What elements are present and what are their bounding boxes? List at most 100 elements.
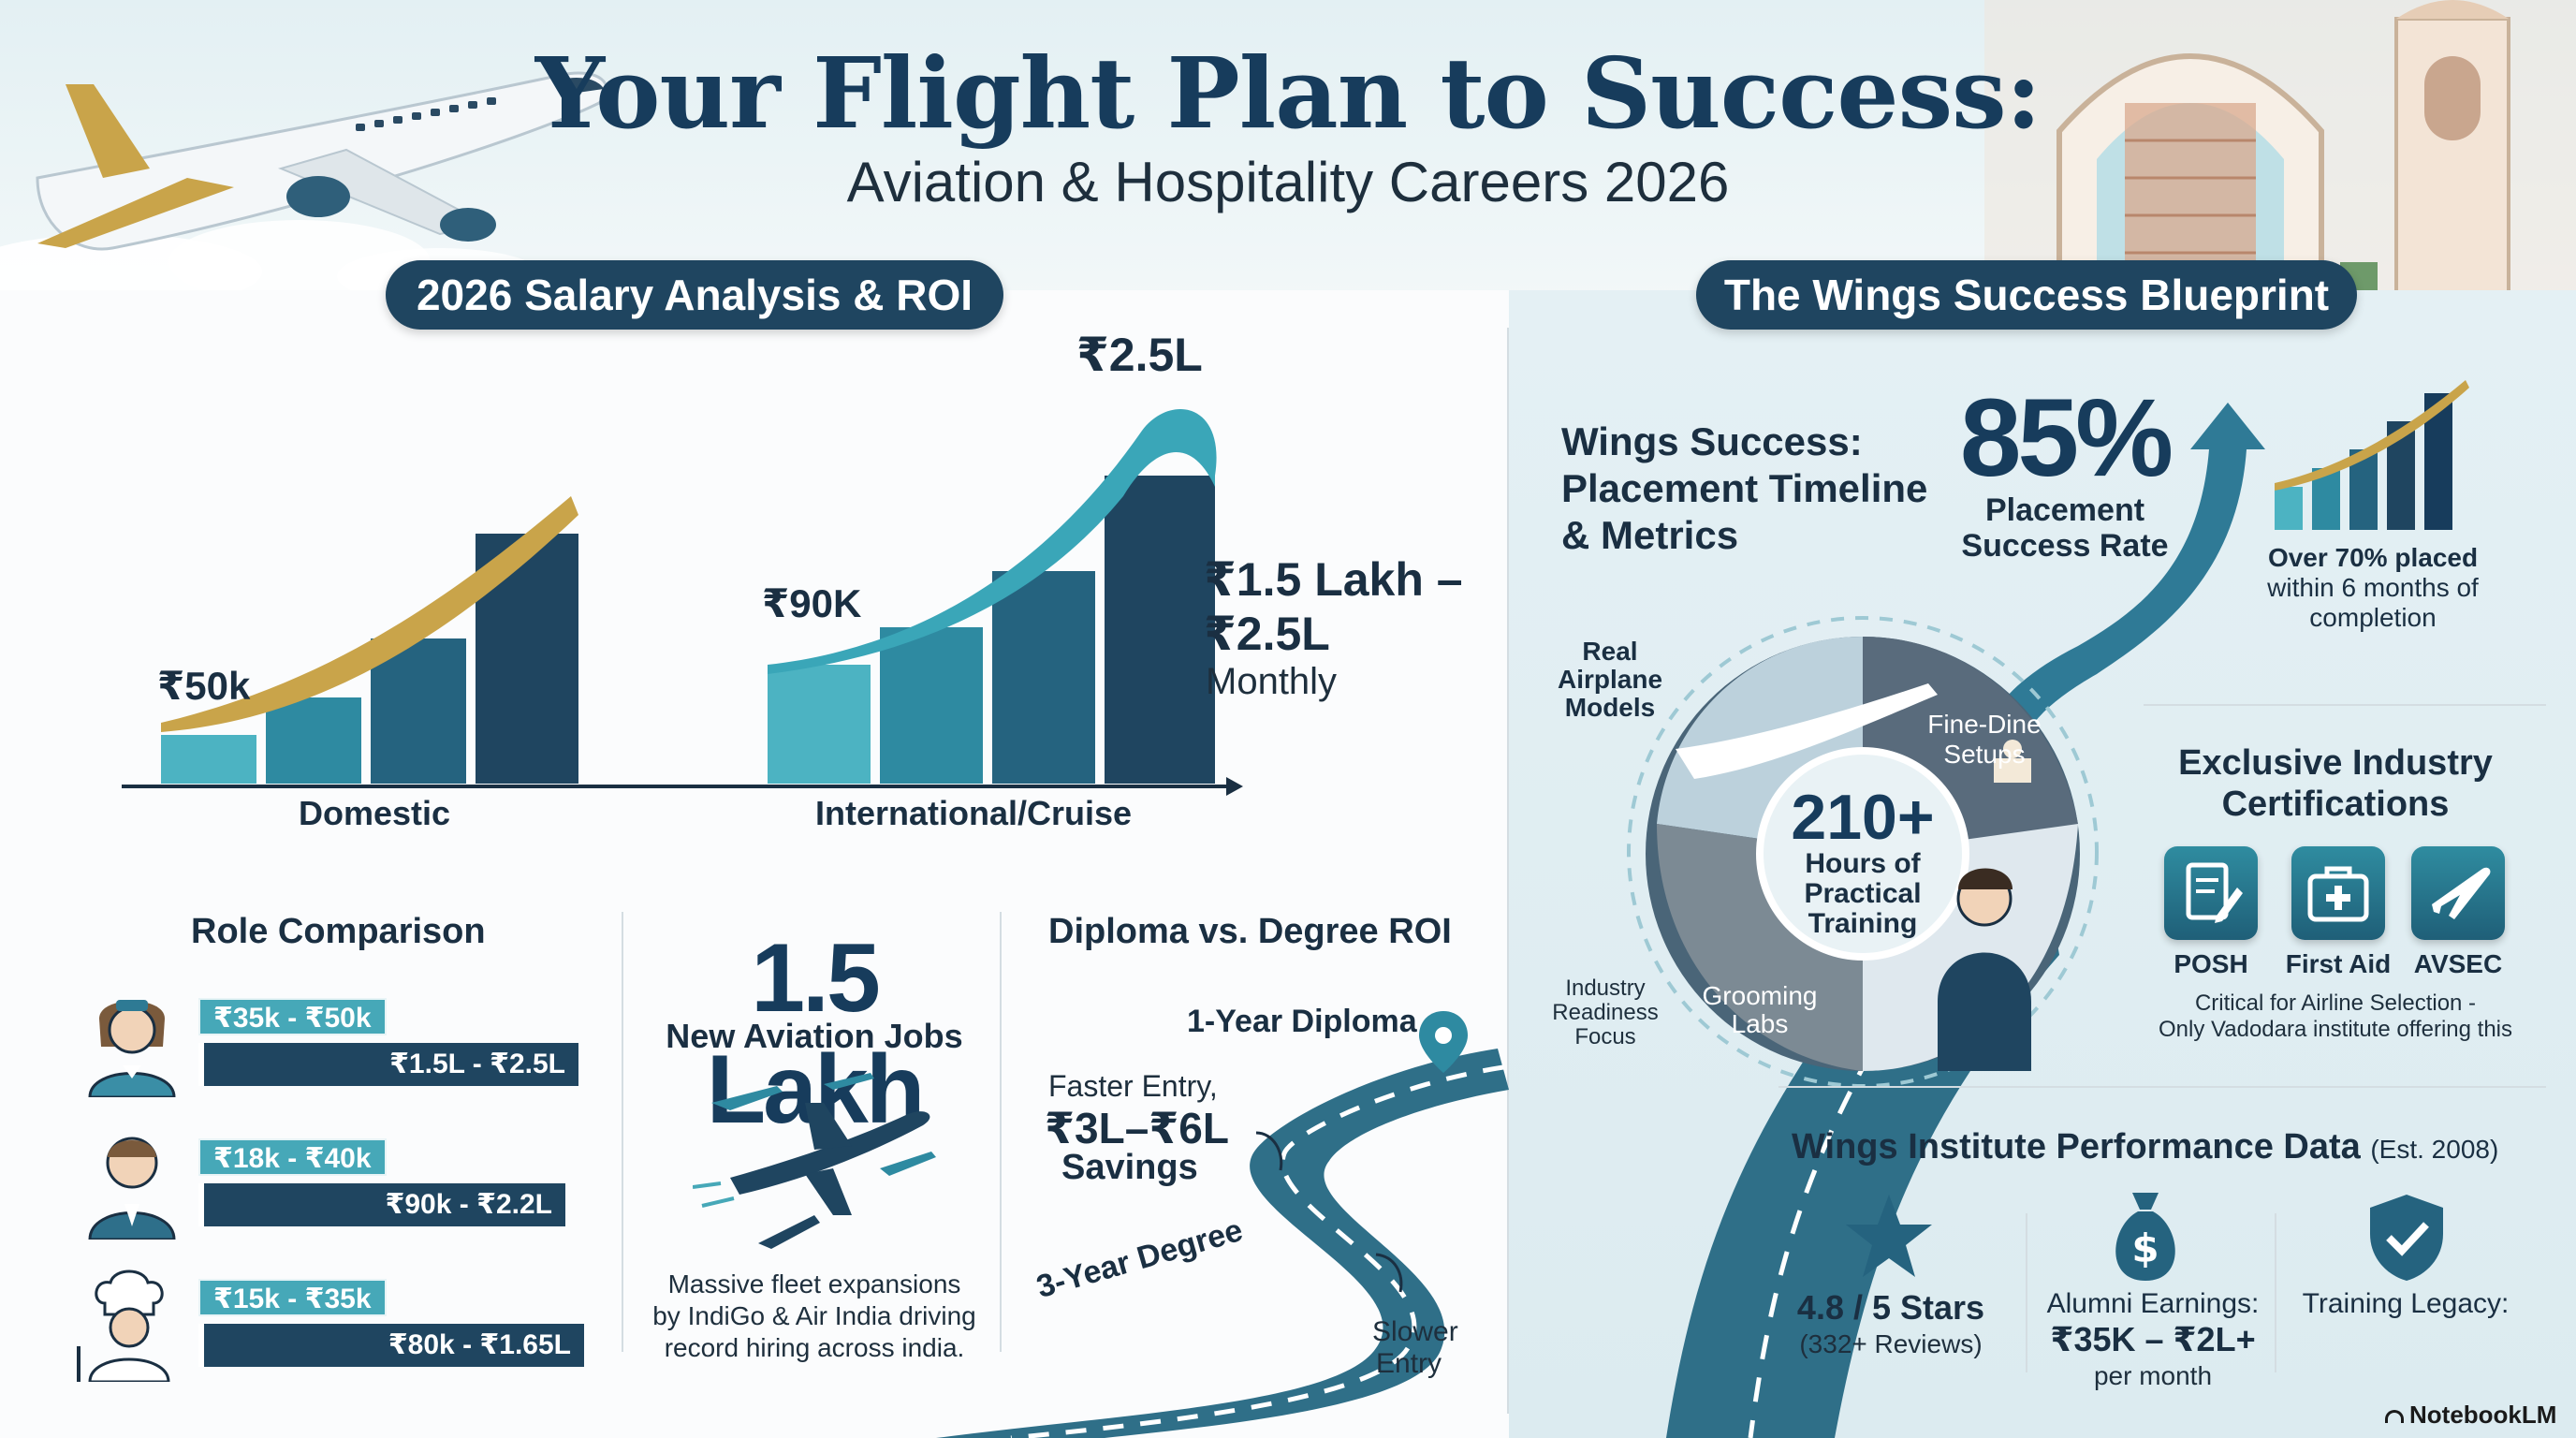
role-row-1-international: ₹1.5L - ₹2.5L xyxy=(198,1043,578,1086)
intl-range-line1: ₹1.5 Lakh – xyxy=(1204,553,1463,606)
salary-growth-chart xyxy=(122,409,1243,796)
first-aid-kit-icon xyxy=(2291,846,2385,940)
blueprint-heading-line3: & Metrics xyxy=(1561,513,1739,557)
performance-title-text: Wings Institute Performance Data xyxy=(1792,1127,2361,1167)
section-divider xyxy=(1507,328,1509,1414)
page-title: Your Flight Plan to Success: xyxy=(534,36,2042,151)
rating-reviews: (332+ Reviews) xyxy=(1799,1329,1983,1358)
intl-bar-2 xyxy=(880,627,983,784)
notebooklm-logo-icon xyxy=(2385,1410,2404,1424)
hotel-staff-icon xyxy=(88,1137,176,1240)
salary-section-pill: 2026 Salary Analysis & ROI xyxy=(386,260,1003,330)
readiness-line3: Focus xyxy=(1574,1024,1636,1049)
svg-text:$: $ xyxy=(2131,1225,2159,1271)
domestic-bar-1 xyxy=(161,735,256,784)
role-row-2-international: ₹90k - ₹2.2L xyxy=(198,1183,565,1226)
performance-col-divider xyxy=(2026,1213,2027,1372)
training-circle-illustration xyxy=(1627,616,2099,1088)
jobs-desc-line1: Massive fleet expansions xyxy=(667,1269,961,1299)
intl-category-label: International/Cruise xyxy=(814,794,1133,832)
shield-check-icon xyxy=(2370,1195,2443,1281)
role-comparison-title: Role Comparison xyxy=(191,912,486,951)
blueprint-section-pill: The Wings Success Blueprint xyxy=(1696,260,2357,330)
intl-bar-1 xyxy=(768,665,871,784)
roi-title: Diploma vs. Degree ROI xyxy=(1048,912,1452,951)
money-bag-icon: $ xyxy=(2115,1193,2175,1281)
airplane-models-line3: Models xyxy=(1564,693,1656,722)
jobs-desc-line2: by IndiGo & Air India driving xyxy=(652,1301,976,1330)
domestic-start-value: ₹50k xyxy=(157,664,251,708)
cert-title-line2: Certifications xyxy=(2221,785,2450,824)
faster-entry-line1: Faster Entry, xyxy=(1048,1069,1218,1103)
placement-rate-label-line1: Placement xyxy=(1984,492,2145,528)
alumni-line2: ₹35K – ₹2L+ xyxy=(2050,1320,2256,1358)
flight-attendant-icon xyxy=(88,1000,176,1097)
notebooklm-brand: NotebookLM xyxy=(2385,1401,2556,1430)
placement-rate: 85% xyxy=(1959,376,2174,500)
faster-entry-line2: ₹3L–₹6L xyxy=(1045,1104,1229,1152)
role-row-3-international: ₹80k - ₹1.65L xyxy=(198,1324,584,1367)
intl-start-value: ₹90K xyxy=(762,581,862,625)
x-axis-arrow xyxy=(1226,777,1243,796)
palace-illustration xyxy=(1984,0,2576,300)
placement-rate-label-line2: Success Rate xyxy=(1961,528,2169,564)
chef-icon xyxy=(77,1269,170,1382)
airplane-icon xyxy=(2411,846,2505,940)
airplane-models-line2: Airplane xyxy=(1557,665,1663,694)
placed-line1: Over 70% placed xyxy=(2267,543,2479,572)
brand-text: NotebookLM xyxy=(2409,1401,2557,1429)
readiness-line2: Readiness xyxy=(1552,1000,1659,1025)
cert-divider xyxy=(2144,704,2546,706)
grooming-line1: Grooming xyxy=(1702,981,1818,1010)
readiness-line1: Industry xyxy=(1565,976,1646,1001)
performance-title: Wings Institute Performance Data (Est. 2… xyxy=(1792,1127,2498,1167)
page-subtitle: Aviation & Hospitality Careers 2026 xyxy=(846,151,1730,213)
intl-range-line2: ₹2.5L xyxy=(1204,608,1330,660)
domestic-category-label: Domestic xyxy=(298,794,451,832)
column-divider xyxy=(622,912,623,1352)
cert-label-first-aid: First Aid xyxy=(2285,949,2392,978)
fine-dine-line2: Setups xyxy=(1943,740,2026,769)
cert-label-avsec: AVSEC xyxy=(2413,949,2503,978)
alumni-line1: Alumni Earnings: xyxy=(2046,1288,2260,1319)
placed-line2: within 6 months of xyxy=(2267,573,2479,602)
document-pen-icon xyxy=(2164,846,2258,940)
role-row-1-domestic: ₹35k - ₹50k xyxy=(198,998,387,1035)
jobs-label: New Aviation Jobs xyxy=(666,1017,963,1055)
training-hours-line3: Training xyxy=(1808,908,1918,939)
performance-col-divider xyxy=(2275,1213,2276,1372)
cert-note-line1: Critical for Airline Selection - xyxy=(2194,990,2477,1016)
grooming-line2: Labs xyxy=(1731,1009,1789,1038)
performance-divider xyxy=(1778,1086,2546,1088)
airplane-models-line1: Real xyxy=(1582,637,1638,666)
intl-range-line3: Monthly xyxy=(1206,661,1338,702)
training-hours: 210+ xyxy=(1791,782,1935,853)
domestic-bar-2 xyxy=(266,697,361,784)
intl-bar-4 xyxy=(1105,476,1215,784)
role-row-2-domestic: ₹18k - ₹40k xyxy=(198,1138,387,1176)
training-hours-line2: Practical xyxy=(1804,878,1922,909)
training-legacy: Training Legacy: xyxy=(2302,1288,2510,1319)
role-row-3-domestic: ₹15k - ₹35k xyxy=(198,1279,387,1316)
blueprint-heading-line2: Placement Timeline xyxy=(1561,466,1928,510)
fine-dine-line1: Fine-Dine xyxy=(1927,710,2042,739)
intl-peak-value: ₹2.5L xyxy=(1076,329,1203,381)
jobs-desc-line3: record hiring across india. xyxy=(664,1333,965,1362)
faster-entry-line3: Savings xyxy=(1061,1148,1198,1187)
intl-trend-ribbon xyxy=(768,409,1217,674)
cert-note-line2: Only Vadodara institute offering this xyxy=(2159,1017,2512,1042)
blueprint-heading-line1: Wings Success: xyxy=(1561,419,1863,463)
slower-entry-line1: Slower xyxy=(1372,1316,1458,1347)
cert-label-posh: POSH xyxy=(2174,949,2248,978)
roi-road-illustration xyxy=(936,1011,1509,1438)
cert-title-line1: Exclusive Industry xyxy=(2178,743,2493,783)
rating-stars: 4.8 / 5 Stars xyxy=(1796,1288,1985,1327)
placed-line3: completion xyxy=(2309,603,2437,632)
airplane-illustration xyxy=(36,71,608,251)
domestic-bar-3 xyxy=(371,638,466,784)
airplane-fleet-icon xyxy=(693,1073,936,1249)
performance-est: (Est. 2008) xyxy=(2370,1135,2499,1164)
alumni-line3: per month xyxy=(2093,1361,2213,1390)
intl-bar-3 xyxy=(992,571,1095,784)
slower-entry-line2: Entry xyxy=(1376,1348,1442,1379)
